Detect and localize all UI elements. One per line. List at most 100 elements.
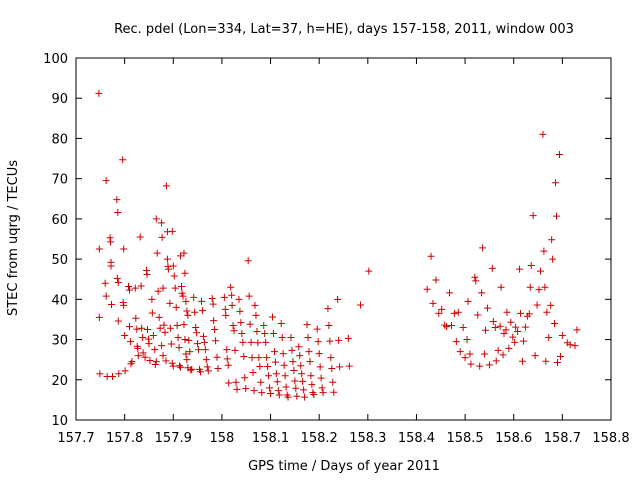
data-point	[556, 352, 564, 360]
data-point	[566, 341, 574, 349]
data-point	[306, 358, 314, 366]
data-point	[261, 330, 269, 338]
data-point	[153, 249, 161, 257]
data-point	[314, 338, 322, 346]
data-point	[169, 362, 177, 370]
data-point	[228, 291, 236, 299]
data-point	[108, 301, 116, 309]
data-point	[266, 384, 274, 392]
data-point	[178, 282, 186, 290]
data-point	[298, 370, 306, 378]
data-point	[155, 313, 163, 321]
data-point	[148, 309, 156, 317]
data-point	[516, 265, 524, 273]
data-point	[181, 336, 189, 344]
data-point	[344, 334, 352, 342]
data-point	[253, 328, 261, 336]
data-point	[139, 349, 147, 357]
data-point	[179, 292, 187, 300]
data-point	[220, 293, 228, 301]
x-axis-label: GPS time / Days of year 2011	[248, 459, 440, 474]
data-point	[159, 352, 167, 360]
data-point	[456, 348, 464, 356]
data-point	[345, 362, 353, 370]
data-point	[479, 244, 487, 252]
data-point	[427, 252, 435, 260]
data-point	[188, 365, 196, 373]
data-point	[185, 336, 193, 344]
data-point	[250, 387, 258, 395]
data-point	[481, 350, 489, 358]
data-point	[180, 249, 188, 257]
data-point	[190, 293, 198, 301]
data-point	[251, 301, 259, 309]
data-point	[120, 245, 128, 253]
data-point	[224, 361, 232, 369]
data-point	[278, 334, 286, 342]
data-point	[246, 320, 254, 328]
data-point	[555, 151, 563, 159]
data-point	[145, 340, 153, 348]
data-point	[463, 336, 471, 344]
data-point	[223, 355, 231, 363]
data-point	[229, 321, 237, 329]
data-point	[467, 360, 475, 368]
data-point	[172, 303, 180, 311]
data-point	[183, 307, 191, 315]
data-point	[233, 385, 241, 393]
data-point	[315, 350, 323, 358]
data-point	[330, 388, 338, 396]
data-point	[287, 334, 295, 342]
data-point	[336, 363, 344, 371]
data-point	[211, 326, 219, 333]
data-point	[236, 307, 244, 315]
data-point	[519, 337, 527, 345]
data-point	[478, 289, 486, 297]
y-axis-label: STEC from uqrg / TECUs	[6, 160, 21, 316]
data-point	[222, 311, 230, 319]
data-point	[452, 338, 460, 346]
data-point	[199, 332, 207, 340]
data-point	[429, 299, 437, 307]
data-point	[357, 301, 365, 309]
data-point	[95, 89, 103, 97]
data-point	[258, 389, 266, 397]
data-point	[119, 156, 127, 164]
axis-ticks	[75, 57, 612, 421]
y-tick-label: 60	[51, 213, 68, 228]
data-point	[175, 344, 183, 352]
data-point	[279, 350, 287, 358]
data-point	[249, 369, 257, 377]
data-point	[517, 309, 525, 317]
data-point	[162, 357, 170, 365]
data-point	[176, 362, 184, 370]
data-point	[170, 272, 178, 280]
data-point	[334, 295, 342, 303]
data-point	[192, 323, 200, 331]
data-point	[254, 339, 262, 347]
data-point	[274, 387, 282, 395]
data-point	[535, 286, 543, 294]
data-point	[214, 365, 222, 373]
data-point	[186, 348, 194, 356]
data-point	[512, 323, 520, 331]
x-tick-label: 157.7	[57, 431, 94, 446]
data-point	[263, 354, 271, 362]
data-point	[573, 326, 581, 334]
data-point	[432, 276, 440, 284]
data-point	[152, 215, 160, 223]
data-point	[182, 350, 190, 358]
data-point	[502, 326, 510, 334]
data-point	[273, 378, 281, 386]
data-point	[133, 325, 141, 333]
data-point	[156, 324, 164, 332]
data-point	[272, 370, 280, 378]
data-point	[158, 233, 166, 241]
data-point	[503, 308, 511, 316]
data-point	[223, 346, 231, 354]
data-point	[459, 323, 467, 331]
data-point	[126, 323, 133, 331]
data-point	[441, 321, 449, 329]
x-tick-label: 158.2	[301, 431, 338, 446]
data-point	[300, 386, 308, 394]
